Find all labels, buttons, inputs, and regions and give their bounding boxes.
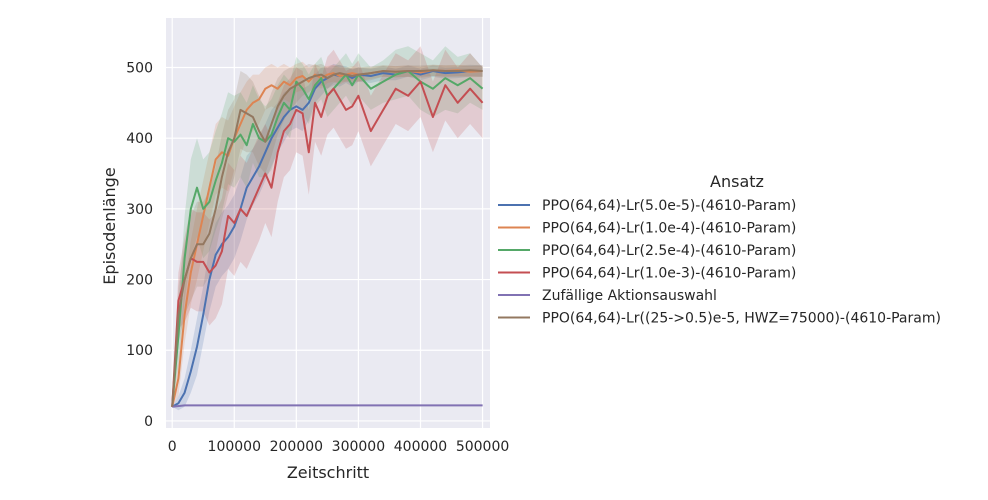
- series-lines: [171, 69, 484, 408]
- legend-title: Ansatz: [710, 172, 764, 191]
- x-tick-label: 300000: [332, 439, 385, 455]
- line-series-4: [171, 80, 484, 407]
- y-tick-label: 400: [126, 131, 153, 147]
- x-tick-label: 0: [168, 439, 177, 455]
- y-tick-label: 500: [126, 60, 153, 76]
- line-series-6: [171, 69, 483, 407]
- x-tick-labels: 0 100000 200000 300000 400000 500000: [168, 439, 510, 455]
- line-series-3: [171, 70, 484, 407]
- y-tick-label: 200: [126, 273, 153, 289]
- x-axis-label: Zeitschritt: [287, 463, 369, 482]
- legend-entries: PPO(64,64)-Lr(5.0e-5)-(4610-Param) PPO(64…: [498, 198, 941, 327]
- y-tick-labels: 0 100 200 300 400 500: [126, 60, 153, 429]
- y-axis-label: Episodenlänge: [100, 167, 119, 284]
- x-tick-label: 100000: [208, 439, 261, 455]
- legend-label-series-2: PPO(64,64)-Lr(1.0e-4)-(4610-Param): [542, 221, 796, 237]
- legend: Ansatz PPO(64,64)-Lr(5.0e-5)-(4610-Param…: [498, 172, 941, 327]
- legend-label-series-6: PPO(64,64)-Lr((25->0.5)e-5, HWZ=75000)-(…: [542, 311, 941, 327]
- band-series-6: [172, 63, 483, 407]
- legend-label-series-3: PPO(64,64)-Lr(2.5e-4)-(4610-Param): [542, 243, 796, 259]
- y-tick-label: 300: [126, 202, 153, 218]
- x-tick-label: 200000: [270, 439, 323, 455]
- band-series-1: [172, 63, 483, 411]
- line-series-5: [172, 404, 483, 408]
- y-tick-label: 100: [126, 343, 153, 359]
- x-tick-label: 500000: [456, 439, 509, 455]
- x-tick-label: 400000: [394, 439, 447, 455]
- y-tick-label: 0: [144, 414, 153, 430]
- legend-label-series-4: PPO(64,64)-Lr(1.0e-3)-(4610-Param): [542, 266, 796, 282]
- legend-label-series-1: PPO(64,64)-Lr(5.0e-5)-(4610-Param): [542, 198, 796, 214]
- legend-label-series-5: Zufällige Aktionsauswahl: [542, 288, 717, 304]
